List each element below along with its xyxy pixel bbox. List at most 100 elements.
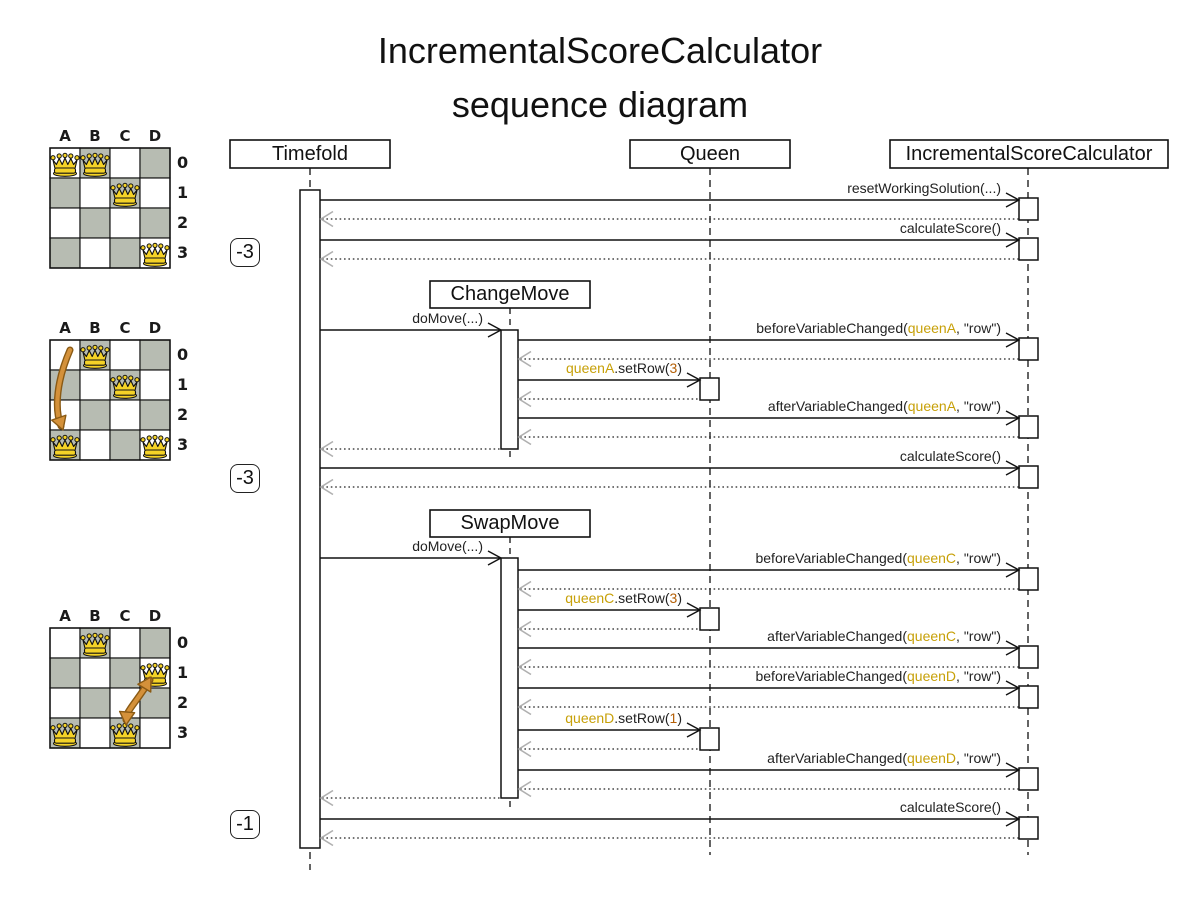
- crown-spikes: [112, 187, 138, 200]
- board-border: [49, 627, 171, 749]
- return-arrowhead-icon: [517, 428, 532, 446]
- message-label-part: queenD: [907, 668, 957, 684]
- crown-ball: [56, 435, 62, 441]
- call-arrowhead-icon: [1005, 762, 1021, 778]
- crown-ball: [116, 723, 122, 729]
- crown-ball: [86, 633, 92, 639]
- message-label: calculateScore(): [320, 220, 1001, 236]
- board-col-label: D: [148, 607, 162, 625]
- activation-box-isc: [1018, 567, 1039, 591]
- call-arrowhead-icon: [1005, 232, 1021, 248]
- activation-bar-timefold: [299, 189, 321, 849]
- score-badge: -3: [230, 464, 260, 493]
- message-label-part: .setRow(: [614, 360, 670, 376]
- message-label: doMove(...): [320, 310, 483, 326]
- crown-spikes: [52, 727, 78, 740]
- message-label: beforeVariableChanged(queenD, "row"): [518, 668, 1001, 684]
- message-label-part: .setRow(: [614, 590, 670, 606]
- message-label: afterVariableChanged(queenD, "row"): [518, 750, 1001, 766]
- lifeline-swapmove-label: SwapMove: [460, 512, 560, 534]
- queen-icon: [110, 722, 140, 747]
- activation-bar-changemove: [500, 329, 519, 450]
- queen-icon: [50, 722, 80, 747]
- activation-box-isc: [1018, 197, 1039, 221]
- message-label: afterVariableChanged(queenA, "row"): [518, 398, 1001, 414]
- crown-ball: [152, 242, 158, 248]
- crown-ball: [140, 245, 146, 251]
- call-arrowhead-icon: [1005, 562, 1021, 578]
- crown-spikes: [142, 667, 168, 680]
- diagram-title-line2: sequence diagram: [451, 84, 749, 125]
- crown-ball: [122, 182, 128, 188]
- crown-ball: [104, 347, 110, 353]
- crown-ball: [146, 243, 152, 249]
- return-arrowhead-icon: [517, 658, 532, 676]
- queen-icon: [140, 242, 170, 267]
- message-label-part: calculateScore(): [899, 448, 1001, 464]
- board-cell: [79, 687, 111, 719]
- crown-ball: [86, 345, 92, 351]
- board-row-label: 1: [177, 183, 189, 202]
- call-arrowhead-icon: [686, 722, 702, 738]
- board-row-label: 3: [177, 243, 189, 262]
- crown-ball: [134, 185, 140, 191]
- crown-ball: [164, 437, 170, 443]
- board-cell: [109, 657, 141, 689]
- crown-spikes: [112, 379, 138, 392]
- message-label-part: beforeVariableChanged(: [756, 320, 908, 336]
- crown-ball: [92, 344, 98, 350]
- crown-spikes: [82, 157, 108, 170]
- crown-spikes: [82, 637, 108, 650]
- return-arrowhead-icon: [319, 440, 334, 458]
- message-label: queenC.setRow(3): [518, 590, 682, 606]
- return-arrowhead-icon: [517, 580, 532, 598]
- activation-box-isc: [1018, 465, 1039, 489]
- board-row-label: 0: [177, 345, 189, 364]
- board-col-label: B: [89, 607, 101, 625]
- board-row-label: 0: [177, 633, 189, 652]
- activation-box-queen: [699, 607, 720, 631]
- message-label: afterVariableChanged(queenC, "row"): [518, 628, 1001, 644]
- crown-ball: [74, 437, 80, 443]
- call-arrowhead-icon: [487, 550, 503, 566]
- message-label-part: beforeVariableChanged(: [755, 668, 907, 684]
- board-col-label: A: [59, 607, 71, 625]
- message-label-part: afterVariableChanged(: [767, 750, 907, 766]
- board-row-label: 3: [177, 435, 189, 454]
- crown-band: [83, 647, 107, 654]
- board-cell: [79, 177, 111, 209]
- crown-ball: [56, 153, 62, 159]
- crown-ball: [98, 345, 104, 351]
- crown-spikes: [52, 157, 78, 170]
- crown-ball: [134, 377, 140, 383]
- message-label: queenA.setRow(3): [518, 360, 682, 376]
- crown-ball: [50, 437, 56, 443]
- call-arrowhead-icon: [1005, 460, 1021, 476]
- board-col-label: C: [119, 319, 131, 337]
- crown-band: [113, 737, 137, 744]
- board-border: [49, 339, 171, 461]
- return-arrowhead-icon: [517, 740, 532, 758]
- crown-band: [113, 197, 137, 204]
- call-arrowhead-icon: [1005, 332, 1021, 348]
- crown-ball: [62, 434, 68, 440]
- crown-spikes: [52, 439, 78, 452]
- crown-ball: [74, 725, 80, 731]
- return-arrowhead-icon: [319, 478, 334, 496]
- board-cell: [109, 207, 141, 239]
- diagram-title-line1: IncrementalScoreCalculator: [377, 30, 823, 71]
- message-label-part: ): [677, 360, 682, 376]
- message-label: beforeVariableChanged(queenA, "row"): [518, 320, 1001, 336]
- board-cell: [139, 369, 171, 401]
- move-arrowhead-icon: [137, 676, 152, 693]
- message-label-part: , "row"): [956, 750, 1001, 766]
- crown-band: [113, 389, 137, 396]
- message-label-part: calculateScore(): [899, 799, 1001, 815]
- crown-spikes: [112, 727, 138, 740]
- activation-box-isc: [1018, 645, 1039, 669]
- lifeline-isc-box: [889, 139, 1169, 169]
- call-arrowhead-icon: [686, 372, 702, 388]
- queen-icon: [50, 152, 80, 177]
- crown-spikes: [142, 247, 168, 260]
- crown-ball: [140, 665, 146, 671]
